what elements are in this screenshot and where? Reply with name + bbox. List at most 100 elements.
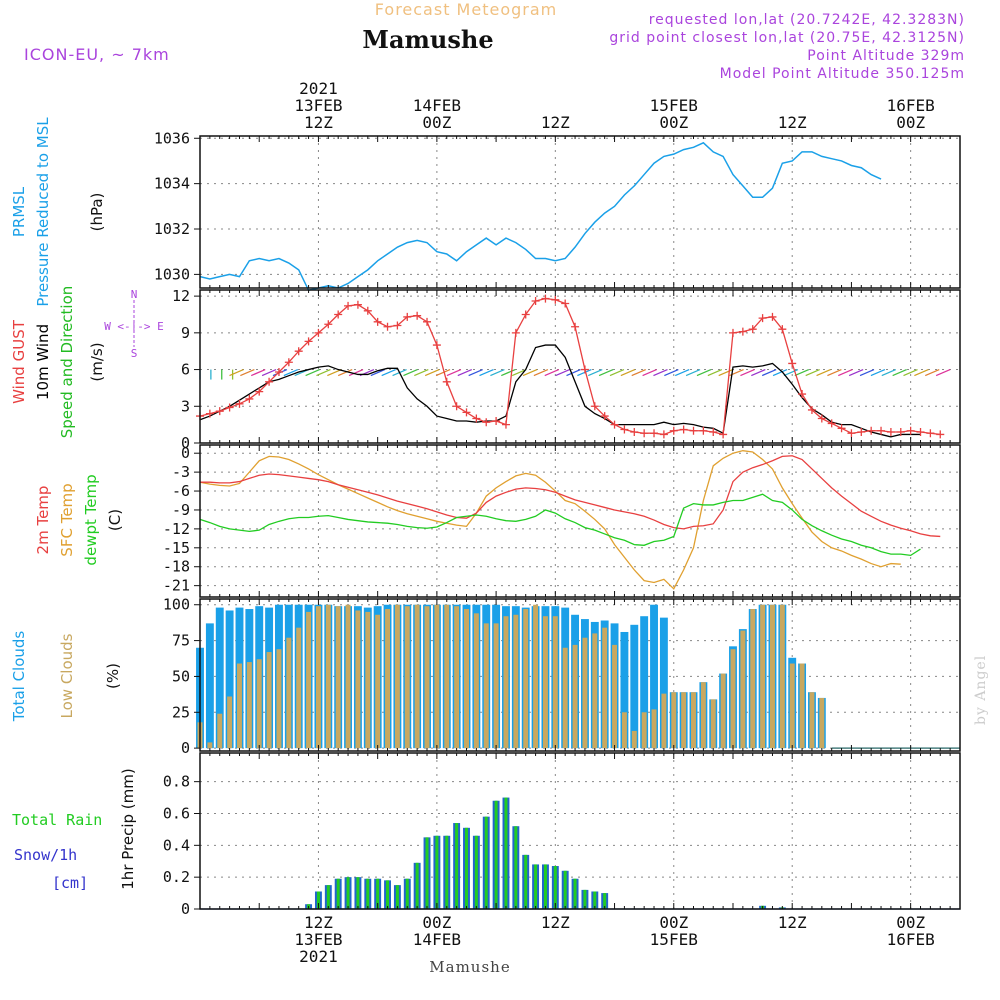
- gust-marker: [827, 419, 836, 428]
- y-tick-label: 1032: [154, 220, 190, 238]
- rain-bar: [415, 862, 419, 909]
- rain-bar: [336, 878, 340, 909]
- low-cloud-bar: [434, 604, 440, 749]
- low-cloud-bar: [246, 662, 252, 749]
- low-cloud-bar: [345, 604, 351, 749]
- low-cloud-bar: [533, 604, 539, 749]
- gust-marker: [452, 402, 461, 411]
- gust-marker: [719, 430, 728, 439]
- gust-marker: [541, 294, 550, 303]
- gust-marker: [640, 429, 649, 438]
- low-cloud-bar: [552, 616, 558, 749]
- low-cloud-bar: [819, 697, 825, 749]
- low-cloud-bar: [256, 659, 262, 749]
- wind-direction-arrow: [414, 368, 429, 377]
- gust-marker: [571, 322, 580, 331]
- low-cloud-bar: [315, 606, 321, 749]
- low-cloud-bar: [306, 611, 312, 749]
- low-cloud-bar: [720, 673, 726, 749]
- low-cloud-bar: [582, 637, 588, 749]
- low-cloud-bar: [760, 604, 766, 749]
- gust-marker: [650, 429, 659, 438]
- total-cloud-bar: [205, 623, 214, 749]
- y-tick-label: 0: [181, 444, 190, 462]
- gust-marker: [482, 418, 491, 427]
- wind-direction-arrow: [424, 368, 440, 377]
- wind-direction-arrow: [479, 368, 494, 377]
- low-cloud-bar: [375, 614, 381, 749]
- low-cloud-bar: [325, 604, 331, 749]
- y-tick-label: 9: [181, 324, 190, 342]
- low-cloud-bar: [770, 604, 775, 749]
- total-cloud-bar: [215, 607, 224, 749]
- low-cloud-bar: [237, 663, 242, 749]
- gust-marker: [235, 399, 244, 408]
- bottom-time-label: 13FEB: [294, 930, 342, 949]
- top-time-label: 00Z: [896, 113, 925, 132]
- gust-marker: [274, 368, 283, 377]
- model-label: ICON-EU, ~ 7km: [24, 45, 170, 64]
- panel-frame-clouds: [199, 598, 961, 752]
- low-cloud-bar: [641, 712, 647, 749]
- gust-marker: [728, 328, 737, 337]
- low-cloud-bar: [700, 682, 706, 749]
- gust-marker: [531, 297, 540, 306]
- wind-direction-arrow: [305, 368, 320, 377]
- gust-marker: [551, 295, 560, 304]
- y-tick-label: 0: [181, 900, 190, 918]
- low-cloud-bar: [493, 623, 499, 749]
- low-cloud-bar: [730, 649, 736, 749]
- low-cloud-bar: [483, 623, 489, 749]
- rain-bar: [316, 891, 320, 909]
- requested-coords: requested lon,lat (20.7242E, 42.3283N): [649, 12, 965, 28]
- label-prmsl: PRMSL: [10, 186, 28, 237]
- gust-marker: [768, 312, 777, 321]
- gust-marker: [659, 430, 668, 439]
- label-snow: Snow/1h: [14, 846, 77, 864]
- footer-location: Mamushe: [429, 958, 510, 976]
- rain-bar: [326, 885, 330, 909]
- gust-marker: [748, 325, 757, 334]
- wind-direction-arrow: [457, 368, 473, 377]
- gust-marker: [403, 312, 412, 321]
- wind-direction-arrow: [772, 368, 788, 377]
- rain-bar: [573, 878, 577, 909]
- series-2m-temp: [200, 455, 941, 538]
- wind-direction-arrow: [261, 368, 277, 377]
- y-tick-label: -9: [172, 501, 190, 519]
- bottom-time-label: 2021: [299, 947, 338, 966]
- wind-direction-arrow: [903, 368, 918, 377]
- gust-marker: [877, 426, 886, 435]
- top-time-label: 00Z: [659, 113, 688, 132]
- panel-frame-precip: [199, 752, 961, 910]
- low-cloud-bar: [572, 644, 578, 749]
- y-tick-label: 25: [172, 703, 190, 721]
- low-cloud-bar: [710, 699, 716, 749]
- low-cloud-bar: [592, 633, 598, 749]
- low-cloud-bar: [207, 742, 213, 749]
- y-tick-label: 50: [172, 667, 190, 685]
- panel-frame-pressure: [199, 135, 961, 289]
- y-tick-label: 0: [181, 434, 190, 452]
- wind-direction-arrow: [935, 368, 951, 377]
- gust-marker: [798, 390, 807, 399]
- gust-marker: [423, 317, 432, 326]
- gust-marker: [778, 325, 787, 334]
- wind-direction-arrow: [370, 368, 386, 377]
- gust-marker: [561, 299, 570, 308]
- low-cloud-bar: [562, 647, 568, 749]
- wind-direction-arrow: [327, 368, 342, 377]
- gust-marker: [314, 328, 323, 337]
- gust-marker: [363, 306, 372, 315]
- wind-direction-arrow: [566, 368, 581, 377]
- low-cloud-bar: [266, 652, 272, 749]
- gust-marker: [215, 407, 224, 416]
- y-tick-label: 1030: [154, 265, 190, 283]
- wind-direction-arrow: [707, 368, 723, 377]
- label-total-rain: Total Rain: [12, 811, 102, 829]
- data-layer: [196, 141, 960, 910]
- rain-bar: [524, 854, 528, 909]
- low-cloud-bar: [809, 692, 815, 749]
- wind-direction-arrow: [685, 368, 701, 377]
- gust-marker: [867, 426, 876, 435]
